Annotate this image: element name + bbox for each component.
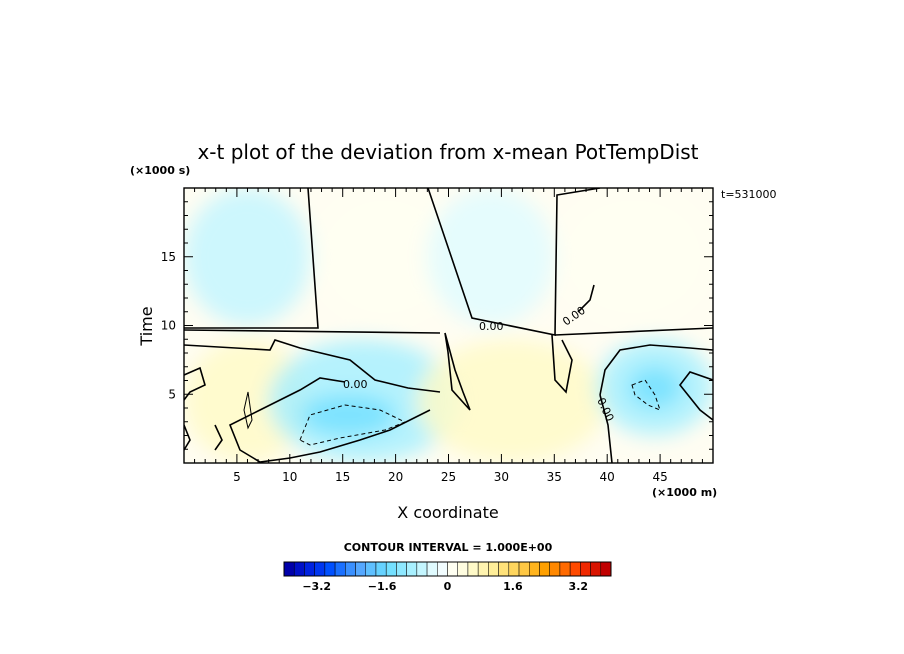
colorbar-swatch: [385, 561, 397, 577]
x-axis-label: X coordinate: [397, 503, 498, 522]
field-region: [310, 188, 460, 326]
x-tick-label: 40: [600, 470, 615, 484]
y-axis-label: Time: [137, 306, 156, 346]
contour-line-negative: [299, 404, 407, 446]
colorbar-swatch: [406, 561, 418, 577]
contour-line: [184, 188, 319, 329]
contour-label: 0.00: [343, 378, 368, 391]
colorbar-swatch: [375, 561, 387, 577]
colorbar-swatch: [365, 561, 377, 577]
x-tick-label: 15: [335, 470, 350, 484]
colorbar-tick-label: 3.2: [569, 580, 589, 593]
field-region: [184, 339, 311, 463]
colorbar-swatch: [477, 561, 489, 577]
colorbar-swatch: [529, 561, 540, 577]
contour-line: [184, 424, 191, 451]
x-tick-label: 20: [388, 470, 403, 484]
field-region: [416, 339, 608, 463]
colorbar-swatch: [467, 561, 479, 577]
colorbar-swatch: [283, 561, 295, 577]
colorbar-swatch: [539, 561, 550, 577]
colorbar-swatch: [518, 561, 530, 577]
colorbar-swatch: [355, 561, 366, 577]
x-tick-label: 5: [233, 470, 241, 484]
colorbar-tick-label: −3.2: [302, 580, 331, 593]
colorbar-swatch: [304, 561, 315, 577]
contour-line: [243, 391, 253, 430]
colorbar-swatch: [600, 561, 612, 577]
colorbar-swatch: [488, 561, 499, 577]
contour-interval-label: CONTOUR INTERVAL = 1.000E+00: [344, 541, 553, 554]
colorbar-swatch: [437, 561, 448, 577]
contour-label: 0.00: [479, 320, 504, 333]
colorbar-swatch: [396, 561, 407, 577]
colorbar-tick-label: −1.6: [368, 580, 397, 593]
colorbar-swatch: [447, 561, 458, 577]
colorbar-frame: [283, 561, 612, 577]
colorbar-swatch: [498, 561, 510, 577]
y-tick-label: 5: [168, 387, 176, 401]
field-shading: [184, 188, 713, 463]
chart-title: x-t plot of the deviation from x-mean Po…: [197, 140, 698, 164]
colorbar-swatch: [345, 561, 356, 577]
field-region: [184, 188, 311, 326]
colorbar-tick-label: 1.6: [503, 580, 523, 593]
colorbar-ticks: −3.2 −1.6 0 1.6 3.2: [302, 580, 588, 593]
field-region: [427, 188, 555, 326]
contour-line: [184, 329, 441, 334]
contour-line: [599, 394, 613, 463]
colorbar-swatch: [559, 561, 571, 577]
contour-line: [554, 327, 713, 336]
colorbar-swatch: [324, 561, 336, 577]
field-region: [628, 366, 682, 408]
x-units-label: (×1000 m): [652, 486, 717, 499]
contour-line: [214, 424, 223, 451]
contour-line: [678, 371, 713, 421]
colorbar-swatch: [416, 561, 428, 577]
colorbar-swatch: [314, 561, 326, 577]
contour-line: [184, 339, 441, 393]
x-tick-label: 25: [441, 470, 456, 484]
colorbar-swatch: [569, 561, 581, 577]
colorbar-swatch: [580, 561, 591, 577]
y-units-label: (×1000 s): [130, 164, 190, 177]
colorbar-tick-label: 0: [444, 580, 452, 593]
colorbar-swatch: [457, 561, 469, 577]
colorbar-swatch: [590, 561, 602, 577]
contour-line: [577, 284, 595, 313]
colorbar-swatch: [334, 561, 346, 577]
x-tick-label: 35: [547, 470, 562, 484]
contour-line: [228, 377, 431, 463]
contour-line: [444, 332, 471, 411]
zero-contours: [184, 188, 713, 463]
time-annotation: t=531000: [721, 188, 777, 201]
contour-line: [599, 344, 713, 396]
y-tick-label: 15: [161, 250, 176, 264]
contour-line-negative: [631, 379, 661, 411]
colorbar: [283, 561, 612, 577]
field-region: [554, 188, 713, 326]
x-axis: 5 10 15 20 25 30 35 40 45: [194, 188, 703, 484]
colorbar-swatch: [508, 561, 520, 577]
colorbar-swatch: [426, 561, 438, 577]
y-tick-label: 10: [161, 319, 176, 333]
x-tick-label: 30: [494, 470, 509, 484]
contour-line: [551, 334, 573, 394]
field-region: [300, 394, 396, 436]
y-axis: 5 10 15: [161, 201, 713, 450]
colorbar-swatch: [549, 561, 561, 577]
field-layer: 0.00 0.00 0.00 0.00: [184, 188, 713, 463]
x-tick-label: 10: [282, 470, 297, 484]
x-tick-label: 45: [652, 470, 667, 484]
colorbar-swatch: [293, 561, 305, 577]
